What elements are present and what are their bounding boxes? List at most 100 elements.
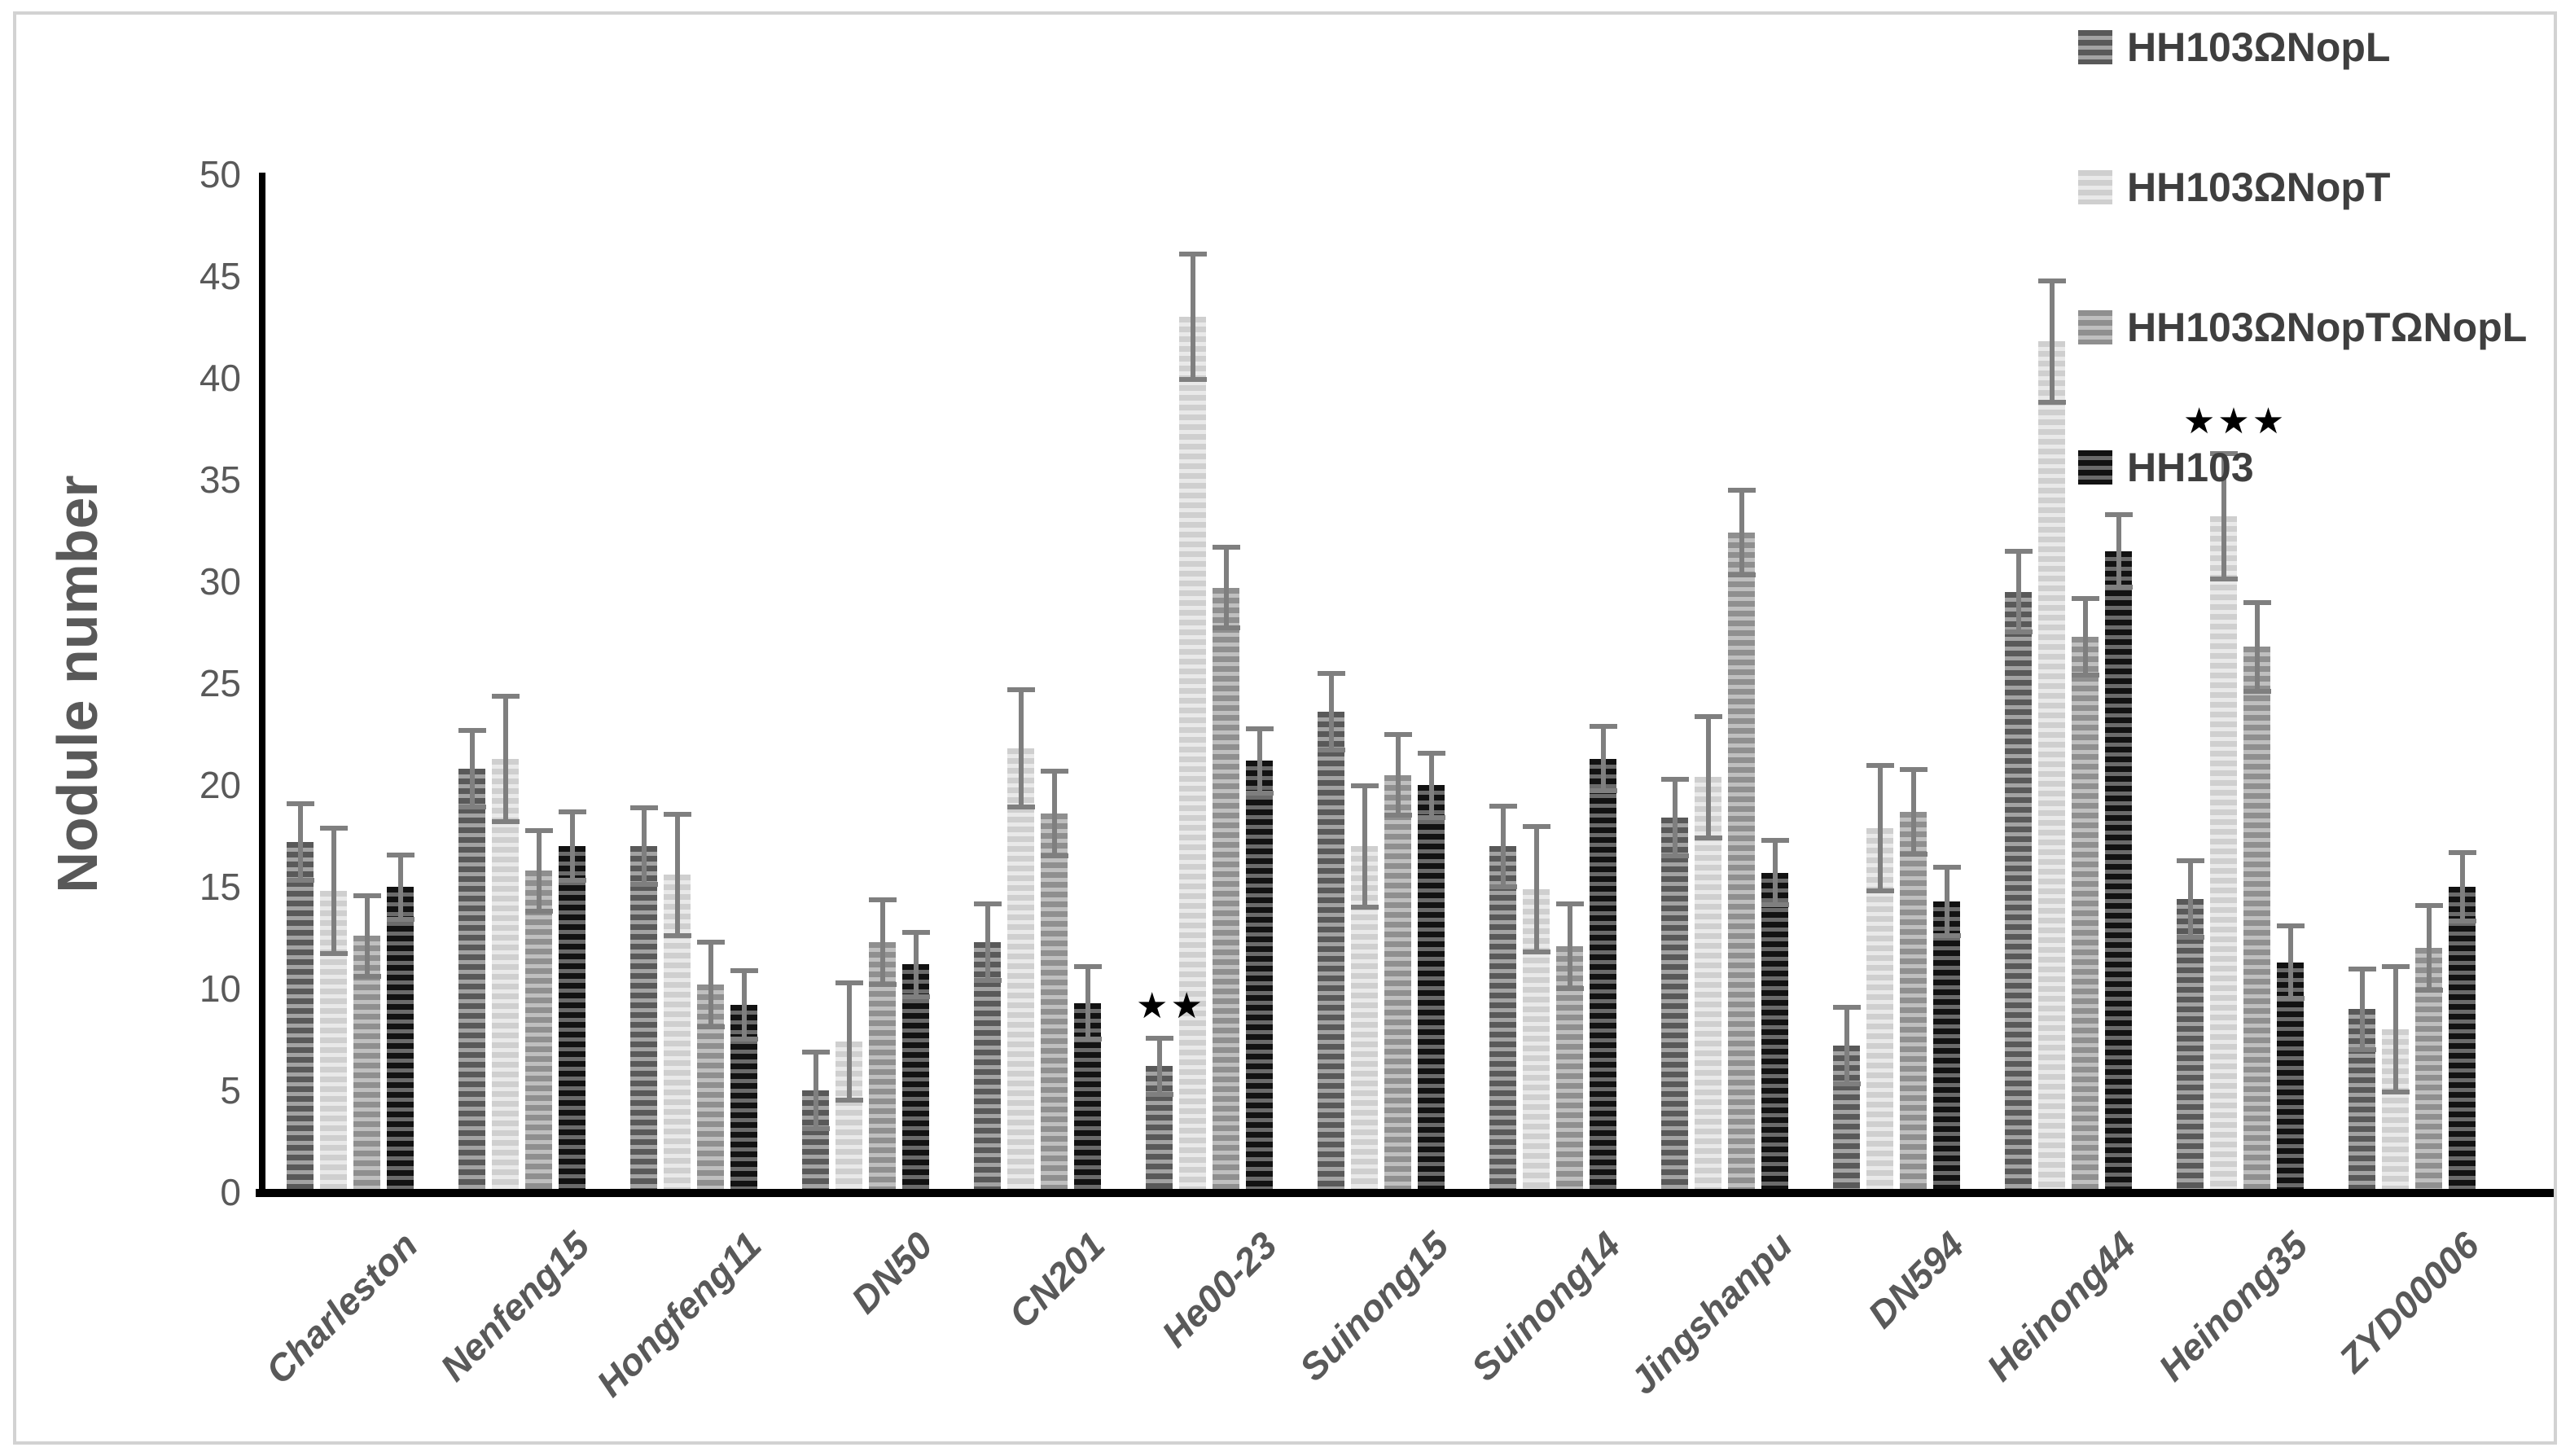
bar-Jingshanpu-HH103ΩNopTΩNopL — [1728, 533, 1755, 1192]
bar-He00-23-HH103ΩNopT — [1179, 317, 1206, 1192]
error-bar-cap-top — [1761, 838, 1789, 843]
error-bar-cap-top — [801, 1050, 830, 1055]
bar-Heinong44-HH103ΩNopL — [2005, 591, 2032, 1192]
error-bar — [2426, 903, 2432, 993]
y-tick-label: 35 — [199, 458, 241, 501]
error-bar-cap-top — [1145, 1035, 1173, 1041]
error-bar — [2392, 964, 2398, 1094]
error-bar — [813, 1050, 818, 1131]
error-bar — [1944, 864, 1949, 938]
error-bar — [1018, 687, 1024, 809]
error-bar — [2116, 512, 2121, 590]
error-bar-cap-bottom — [1694, 835, 1722, 840]
error-bar-cap-top — [730, 968, 758, 973]
error-bar-cap-bottom — [2381, 1090, 2410, 1094]
x-axis-label-DN50: DN50 — [843, 1223, 941, 1322]
error-bar-cap-bottom — [1417, 814, 1445, 820]
bar-Charleston-HH103 — [387, 887, 414, 1192]
error-bar-cap-top — [2276, 923, 2305, 928]
legend-swatch — [2078, 30, 2112, 64]
error-bar-cap-bottom — [286, 878, 314, 883]
error-bar-cap-bottom — [868, 981, 897, 987]
error-bar — [536, 827, 542, 914]
x-axis-label-Heinong44: Heinong44 — [1978, 1223, 2144, 1389]
error-bar-cap-top — [491, 693, 520, 699]
error-bar-cap-top — [1899, 766, 1928, 772]
error-bar-cap-bottom — [558, 878, 586, 883]
error-bar — [1428, 750, 1434, 820]
x-axis-label-ZYD00006: ZYD00006 — [2331, 1223, 2488, 1380]
bar-Jingshanpu-HH103ΩNopT — [1695, 777, 1721, 1192]
error-bar-cap-bottom — [1489, 884, 1517, 889]
legend-swatch — [2078, 450, 2112, 485]
error-bar — [502, 693, 508, 824]
error-bar-cap-top — [2243, 599, 2271, 605]
error-bar-cap-top — [1660, 777, 1689, 782]
error-bar-cap-bottom — [901, 993, 930, 999]
error-bar — [469, 728, 475, 809]
bar-He00-23-HH103 — [1246, 761, 1273, 1192]
bar-DN594-HH103ΩNopTΩNopL — [1900, 811, 1927, 1192]
error-bar-cap-top — [2176, 858, 2204, 863]
legend-item-HH103ΩNopTΩNopL: HH103ΩNopTΩNopL — [2078, 305, 2527, 350]
y-tick-label: 0 — [220, 1171, 241, 1213]
error-bar — [1672, 777, 1678, 858]
error-bar-cap-top — [2209, 451, 2238, 456]
y-tick-label: 10 — [199, 967, 241, 1010]
error-bar-cap-bottom — [1145, 1091, 1173, 1097]
error-bar-cap-bottom — [629, 882, 658, 887]
error-bar-cap-bottom — [1317, 748, 1345, 752]
error-bar-cap-bottom — [2243, 688, 2271, 694]
error-bar-cap-top — [1727, 488, 1756, 493]
error-bar-cap-bottom — [835, 1098, 863, 1103]
y-tick-label: 15 — [199, 866, 241, 908]
error-bar — [2187, 858, 2193, 940]
bar-CN201-HH103ΩNopTΩNopL — [1041, 814, 1068, 1192]
bar-Nenfeng15-HH103 — [559, 846, 585, 1192]
error-bar-cap-top — [558, 809, 586, 814]
error-bar-cap-bottom — [973, 977, 1002, 983]
error-bar — [2254, 599, 2260, 694]
x-axis-label-Nenfeng15: Nenfeng15 — [432, 1223, 598, 1389]
error-bar — [1223, 545, 1229, 630]
error-bar — [1256, 726, 1262, 796]
error-bar-cap-bottom — [1040, 853, 1068, 858]
error-bar — [1156, 1035, 1162, 1097]
error-bar-cap-bottom — [2414, 988, 2443, 993]
bar-Suinong15-HH103 — [1418, 785, 1445, 1192]
legend-item-HH103ΩNopL: HH103ΩNopL — [2078, 24, 2527, 70]
bar-CN201-HH103ΩNopT — [1007, 748, 1034, 1192]
error-bar-cap-bottom — [2004, 629, 2033, 634]
error-bar-cap-top — [2037, 278, 2066, 283]
error-bar-cap-bottom — [696, 1024, 725, 1029]
figure-border — [13, 11, 2557, 1445]
error-bar-cap-bottom — [1555, 985, 1584, 991]
bar-DN594-HH103 — [1933, 901, 1960, 1192]
error-bar-cap-top — [1417, 750, 1445, 756]
x-axis-label-Suinong15: Suinong15 — [1291, 1223, 1457, 1389]
error-bar-cap-top — [1589, 724, 1617, 729]
bar-CN201-HH103ΩNopL — [974, 941, 1001, 1192]
error-bar-cap-top — [386, 852, 414, 857]
legend-item-HH103ΩNopT: HH103ΩNopT — [2078, 164, 2527, 210]
error-bar — [846, 980, 852, 1103]
error-bar-cap-top — [1317, 671, 1345, 676]
legend-swatch — [2078, 310, 2112, 344]
error-bar-cap-bottom — [2037, 399, 2066, 405]
y-tick-label: 40 — [199, 357, 241, 399]
y-axis-line — [259, 173, 265, 1197]
bar-Heinong35-HH103ΩNopTΩNopL — [2243, 647, 2270, 1192]
significance-stars: ★★ — [1136, 985, 1205, 1026]
error-bar — [741, 968, 747, 1042]
error-bar-cap-bottom — [1212, 625, 1240, 630]
error-bar — [2049, 278, 2055, 405]
error-bar — [674, 811, 680, 938]
error-bar — [1533, 823, 1539, 954]
error-bar — [1567, 901, 1572, 991]
x-axis-label-Heinong35: Heinong35 — [2150, 1223, 2316, 1389]
error-bar-cap-top — [1178, 252, 1207, 257]
error-bar-cap-bottom — [524, 908, 553, 914]
error-bar — [985, 901, 990, 983]
bar-Hongfeng11-HH103ΩNopL — [630, 846, 657, 1192]
